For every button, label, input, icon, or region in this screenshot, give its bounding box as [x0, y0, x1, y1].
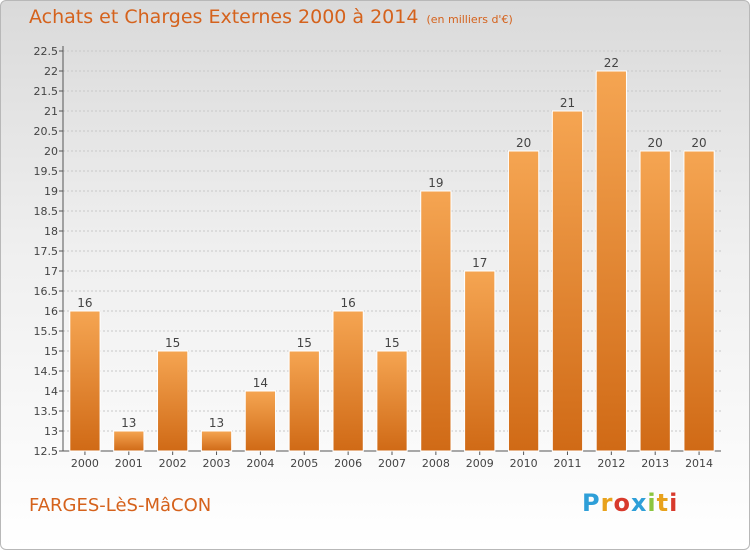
y-tick-label: 20.5	[34, 125, 59, 138]
bar-2009	[464, 270, 496, 452]
y-tick-label: 20	[44, 145, 58, 158]
logo-letter: t	[656, 489, 670, 517]
x-tick-label: 2003	[203, 457, 231, 470]
bar-value-label: 20	[516, 136, 531, 150]
x-tick-label: 2011	[553, 457, 581, 470]
bars	[69, 70, 715, 452]
y-tick-label: 16.5	[34, 285, 59, 298]
logo-letter: i	[669, 489, 679, 517]
bar-value-label: 13	[209, 416, 224, 430]
x-tick-label: 2004	[246, 457, 274, 470]
bar-2006	[332, 310, 364, 452]
bar-value-label: 19	[428, 176, 443, 190]
bar-value-label: 15	[165, 336, 180, 350]
y-tick-label: 22.5	[34, 45, 59, 58]
x-tick-label: 2014	[685, 457, 713, 470]
x-tick-label: 2012	[597, 457, 625, 470]
x-tick-label: 2005	[290, 457, 318, 470]
x-tick-label: 2009	[466, 457, 494, 470]
x-tick-label: 2007	[378, 457, 406, 470]
x-tick-label: 2013	[641, 457, 669, 470]
chart-title: Achats et Charges Externes 2000 à 2014 (e…	[29, 6, 513, 28]
y-tick-label: 13	[44, 425, 58, 438]
logo-letter: r	[600, 489, 614, 517]
bar-2013	[639, 150, 671, 452]
bar-2000	[69, 310, 101, 452]
bar-2003	[200, 430, 233, 452]
bar-2007	[376, 350, 408, 452]
bar-value-label: 16	[77, 296, 92, 310]
bar-value-label: 22	[604, 56, 619, 70]
logo-letter: o	[613, 489, 631, 517]
bar-value-label: 14	[253, 376, 268, 390]
bar-2005	[288, 350, 320, 452]
bar-value-label: 15	[297, 336, 312, 350]
x-tick-label: 2000	[71, 457, 99, 470]
logo-letter: x	[630, 489, 648, 517]
y-tick-label: 17	[44, 265, 58, 278]
x-tick-label: 2002	[159, 457, 187, 470]
x-tick-label: 2008	[422, 457, 450, 470]
chart-unit-label: (en milliers d'€)	[426, 13, 513, 26]
proxiti-logo: Proxiti	[582, 489, 678, 517]
x-tick-label: 2001	[115, 457, 143, 470]
y-tick-label: 19	[44, 185, 58, 198]
y-tick-label: 21	[44, 105, 58, 118]
bar-2004	[244, 390, 277, 452]
bar-2010	[507, 150, 540, 452]
chart-title-text: Achats et Charges Externes 2000 à 2014	[29, 6, 419, 28]
bar-2012	[595, 70, 627, 452]
bar-value-label: 13	[121, 416, 136, 430]
y-tick-label: 18.5	[34, 205, 59, 218]
y-tick-label: 15	[44, 345, 58, 358]
bar-2011	[551, 110, 584, 452]
bar-value-label: 15	[384, 336, 399, 350]
x-tick-label: 2006	[334, 457, 362, 470]
bar-2001	[113, 430, 145, 452]
bar-2008	[420, 190, 452, 452]
y-tick-label: 17.5	[34, 245, 59, 258]
bar-value-label: 20	[648, 136, 663, 150]
logo-letter: P	[582, 489, 601, 517]
bar-value-label: 20	[691, 136, 706, 150]
commune-name: FARGES-LèS-MâCON	[29, 495, 212, 516]
bar-value-label: 17	[472, 256, 487, 270]
y-tick-label: 12.5	[34, 445, 59, 458]
y-tick-label: 21.5	[34, 85, 59, 98]
y-tick-label: 18	[44, 225, 58, 238]
y-tick-label: 16	[44, 305, 58, 318]
x-tick-label: 2010	[510, 457, 538, 470]
logo-letter: i	[647, 489, 657, 517]
bar-value-label: 21	[560, 96, 575, 110]
bar-2002	[157, 350, 189, 452]
y-tick-label: 13.5	[34, 405, 59, 418]
y-tick-label: 19.5	[34, 165, 59, 178]
y-tick-label: 14.5	[34, 365, 59, 378]
y-tick-label: 15.5	[34, 325, 59, 338]
y-tick-label: 22	[44, 65, 58, 78]
bar-value-label: 16	[340, 296, 355, 310]
labels: 16 2000 13 2001 15 2002 13 2003 14 2004 15 2005 16 20…	[71, 56, 713, 470]
bar-2014	[683, 150, 715, 452]
y-tick-label: 14	[44, 385, 58, 398]
